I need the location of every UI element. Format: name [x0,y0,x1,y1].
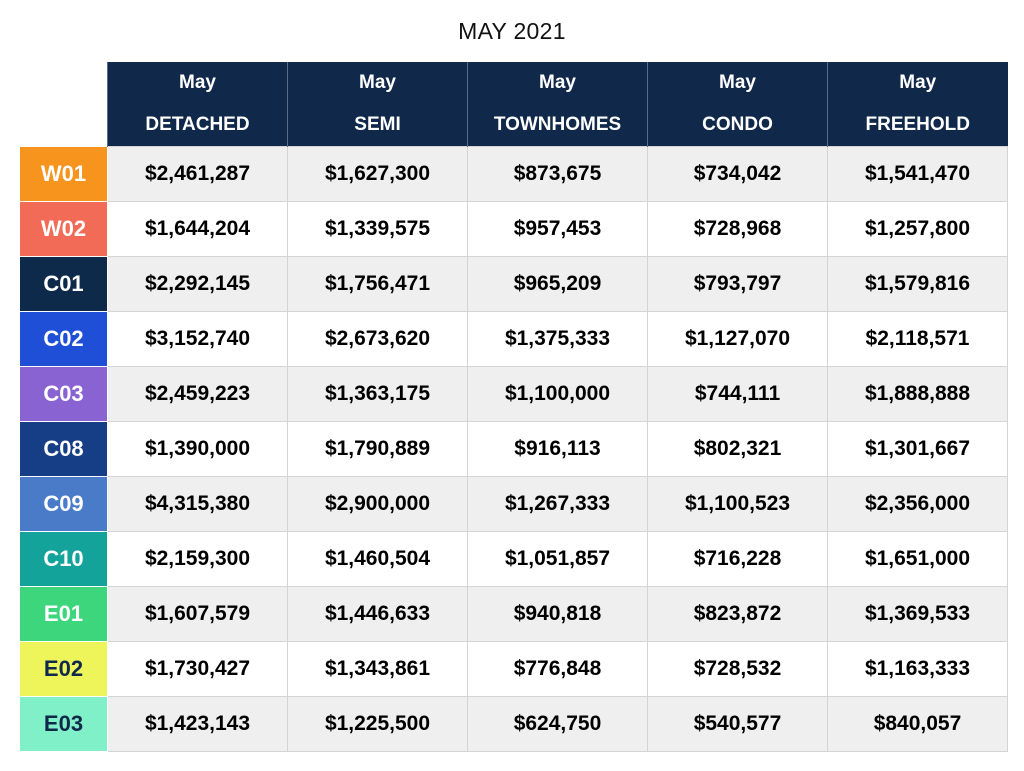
district-label: W01 [19,146,108,202]
table-row: C09 $4,315,380 $2,900,000 $1,267,333 $1,100,… [19,476,1008,532]
price-cell: $1,390,000 [107,421,288,477]
price-cell: $1,339,575 [287,201,468,257]
price-cell: $840,057 [827,696,1008,752]
table-row: E02 $1,730,427 $1,343,861 $776,848 $728,532 $… [19,641,1008,697]
table-body: W01 $2,461,287 $1,627,300 $873,675 $734,042 $… [19,146,1008,752]
price-cell: $1,375,333 [467,311,648,367]
header-month: May [647,62,828,104]
price-cell: $1,363,175 [287,366,468,422]
price-cell: $1,163,333 [827,641,1008,697]
price-cell: $1,756,471 [287,256,468,312]
price-cell: $1,651,000 [827,531,1008,587]
table-row: W02 $1,644,204 $1,339,575 $957,453 $728,968 $… [19,201,1008,257]
header-month: May [467,62,648,104]
district-label: C02 [19,311,108,367]
price-cell: $1,423,143 [107,696,288,752]
header-type: DETACHED [107,104,288,147]
price-cell: $1,267,333 [467,476,648,532]
district-label: C08 [19,421,108,477]
price-cell: $1,607,579 [107,586,288,642]
price-cell: $540,577 [647,696,828,752]
price-cell: $1,446,633 [287,586,468,642]
header-type: CONDO [647,104,828,147]
table-row: E03 $1,423,143 $1,225,500 $624,750 $540,577 $… [19,696,1008,752]
district-label: W02 [19,201,108,257]
page-title: MAY 2021 [458,18,566,44]
price-cell: $823,872 [647,586,828,642]
price-cell: $716,228 [647,531,828,587]
header-corner [20,62,108,104]
price-cell: $3,152,740 [107,311,288,367]
price-cell: $957,453 [467,201,648,257]
price-cell: $2,356,000 [827,476,1008,532]
table-row: C03 $2,459,223 $1,363,175 $1,100,000 $744,11… [19,366,1008,422]
price-cell: $1,460,504 [287,531,468,587]
price-cell: $802,321 [647,421,828,477]
price-cell: $940,818 [467,586,648,642]
table-row: C02 $3,152,740 $2,673,620 $1,375,333 $1,127,… [19,311,1008,367]
price-cell: $2,118,571 [827,311,1008,367]
header-type: TOWNHOMES [467,104,648,147]
table-header: May May May May May DETACHED SEMI TOWNHO… [20,62,1008,147]
price-cell: $1,225,500 [287,696,468,752]
header-month: May [107,62,288,104]
district-label: C09 [19,476,108,532]
price-cell: $965,209 [467,256,648,312]
price-cell: $1,257,800 [827,201,1008,257]
price-cell: $728,532 [647,641,828,697]
price-cell: $1,579,816 [827,256,1008,312]
district-label: C01 [19,256,108,312]
price-table: May May May May May DETACHED SEMI TOWNHO… [19,62,1008,752]
price-cell: $916,113 [467,421,648,477]
table-row: E01 $1,607,579 $1,446,633 $940,818 $823,872 $… [19,586,1008,642]
price-cell: $1,127,070 [647,311,828,367]
price-cell: $1,100,000 [467,366,648,422]
price-cell: $776,848 [467,641,648,697]
table-row: C08 $1,390,000 $1,790,889 $916,113 $802,321 $… [19,421,1008,477]
price-cell: $2,900,000 [287,476,468,532]
price-cell: $2,673,620 [287,311,468,367]
price-cell: $1,627,300 [287,146,468,202]
price-cell: $1,100,523 [647,476,828,532]
header-type: SEMI [287,104,468,147]
table-row: C01 $2,292,145 $1,756,471 $965,209 $793,797 $… [19,256,1008,312]
header-month: May [827,62,1008,104]
district-label: E02 [19,641,108,697]
price-cell: $793,797 [647,256,828,312]
price-cell: $1,888,888 [827,366,1008,422]
price-cell: $1,301,667 [827,421,1008,477]
price-cell: $1,790,889 [287,421,468,477]
price-cell: $1,369,533 [827,586,1008,642]
price-cell: $2,459,223 [107,366,288,422]
price-cell: $728,968 [647,201,828,257]
price-cell: $1,644,204 [107,201,288,257]
district-label: C03 [19,366,108,422]
price-cell: $624,750 [467,696,648,752]
price-cell: $2,159,300 [107,531,288,587]
price-cell: $2,461,287 [107,146,288,202]
table-row: W01 $2,461,287 $1,627,300 $873,675 $734,042 $… [19,146,1008,202]
district-label: E03 [19,696,108,752]
district-label: E01 [19,586,108,642]
header-type: FREEHOLD [827,104,1008,147]
price-cell: $2,292,145 [107,256,288,312]
price-cell: $873,675 [467,146,648,202]
price-cell: $744,111 [647,366,828,422]
price-cell: $4,315,380 [107,476,288,532]
price-cell: $1,051,857 [467,531,648,587]
price-cell: $1,730,427 [107,641,288,697]
price-cell: $1,343,861 [287,641,468,697]
district-label: C10 [19,531,108,587]
header-month: May [287,62,468,104]
price-cell: $1,541,470 [827,146,1008,202]
table-row: C10 $2,159,300 $1,460,504 $1,051,857 $716,22… [19,531,1008,587]
header-corner [20,104,108,147]
price-cell: $734,042 [647,146,828,202]
